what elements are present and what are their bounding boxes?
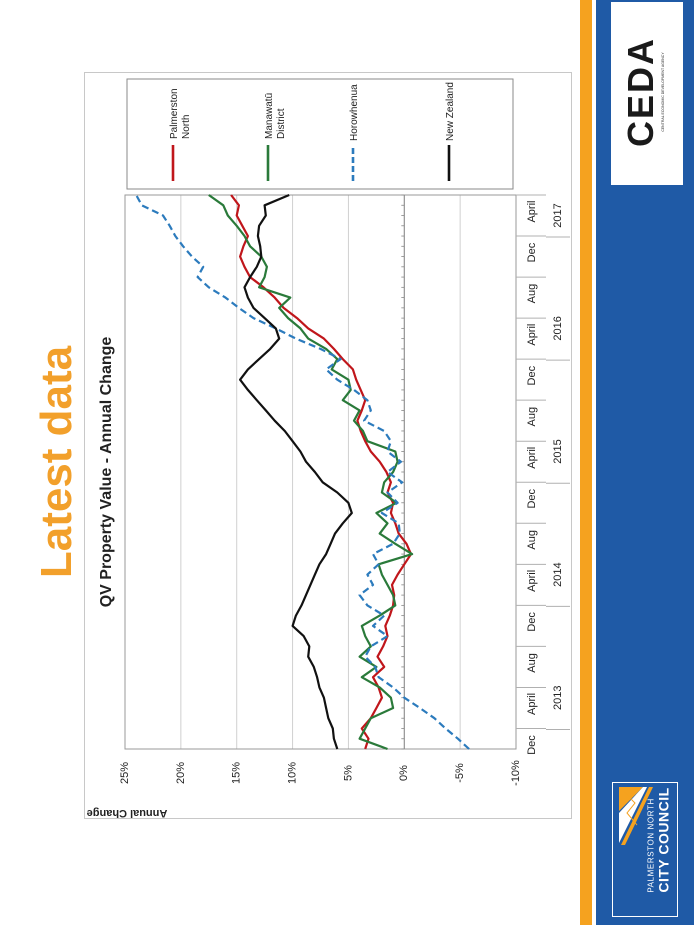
x-year-label: 2013 [552,685,564,709]
y-tick-label: -10% [510,760,522,786]
x-month-label: Dec [526,612,538,632]
y-tick-label: 20% [175,762,187,784]
y-tick-label: 15% [231,762,243,784]
property-value-chart: -10% -5% 0% 5% 10% 15% 20% 25% Dec April Aug Dec Apr… [87,78,570,819]
x-month-label: Aug [526,653,538,673]
legend-label: Horowhenua [349,84,360,141]
plot-area [124,194,517,750]
y-tick-label: 0% [398,765,410,781]
chart-frame: -10% -5% 0% 5% 10% 15% 20% 25% Dec April Aug Dec Apr… [84,72,572,819]
x-month-label: Dec [526,365,538,385]
x-month-label: April [526,201,538,223]
legend-label: New Zealand [445,82,456,141]
y-tick-label: 10% [286,762,298,784]
series-line-horowhenua [135,194,470,750]
x-month-label: April [526,570,538,592]
orange-stripe [580,0,592,925]
slide-title-text: Latest data [32,345,81,579]
council-emblem-icon [619,787,653,845]
x-month-label: Aug [526,284,538,304]
legend-label: ManawatūDistrict [264,93,287,139]
ceda-logo-subtitle: CENTRAL ECONOMIC DEVELOPMENT AGENCY [661,51,665,132]
x-month-label: Dec [526,242,538,262]
x-month-label: April [526,324,538,346]
chart-title: QV Property Value - Annual Change [98,337,115,608]
ceda-logo-text: CEDA [620,36,661,147]
x-year-label: 2017 [552,203,564,227]
slide-title: Latest data [22,346,92,578]
council-line2: CITY COUNCIL [655,786,672,893]
legend-label: PalmerstonNorth [169,88,192,139]
series-line-palmerston [230,194,413,750]
series-line-manawatu [208,194,414,751]
x-month-label: Aug [526,407,538,427]
x-month-label: Dec [526,488,538,508]
x-year-label: 2015 [552,439,564,463]
y-axis-label: Annual Change [87,807,168,819]
council-line1: PALMERSTON NORTH [646,797,656,893]
series-line-nz [239,193,353,750]
ceda-logo: CEDA CENTRAL ECONOMIC DEVELOPMENT AGENCY [611,2,683,185]
x-year-label: 2016 [552,316,564,340]
x-month-label: April [526,447,538,469]
x-month-label: April [526,693,538,715]
x-year-label: 2014 [552,562,564,586]
council-logo: PALMERSTON NORTH CITY COUNCIL [612,782,678,917]
y-tick-label: 25% [119,762,131,784]
x-month-label: Aug [526,530,538,550]
y-tick-label: 5% [342,765,354,781]
y-tick-label: -5% [454,763,466,783]
x-month-label: Dec [526,735,538,755]
council-name: PALMERSTON NORTH CITY COUNCIL [647,787,672,892]
